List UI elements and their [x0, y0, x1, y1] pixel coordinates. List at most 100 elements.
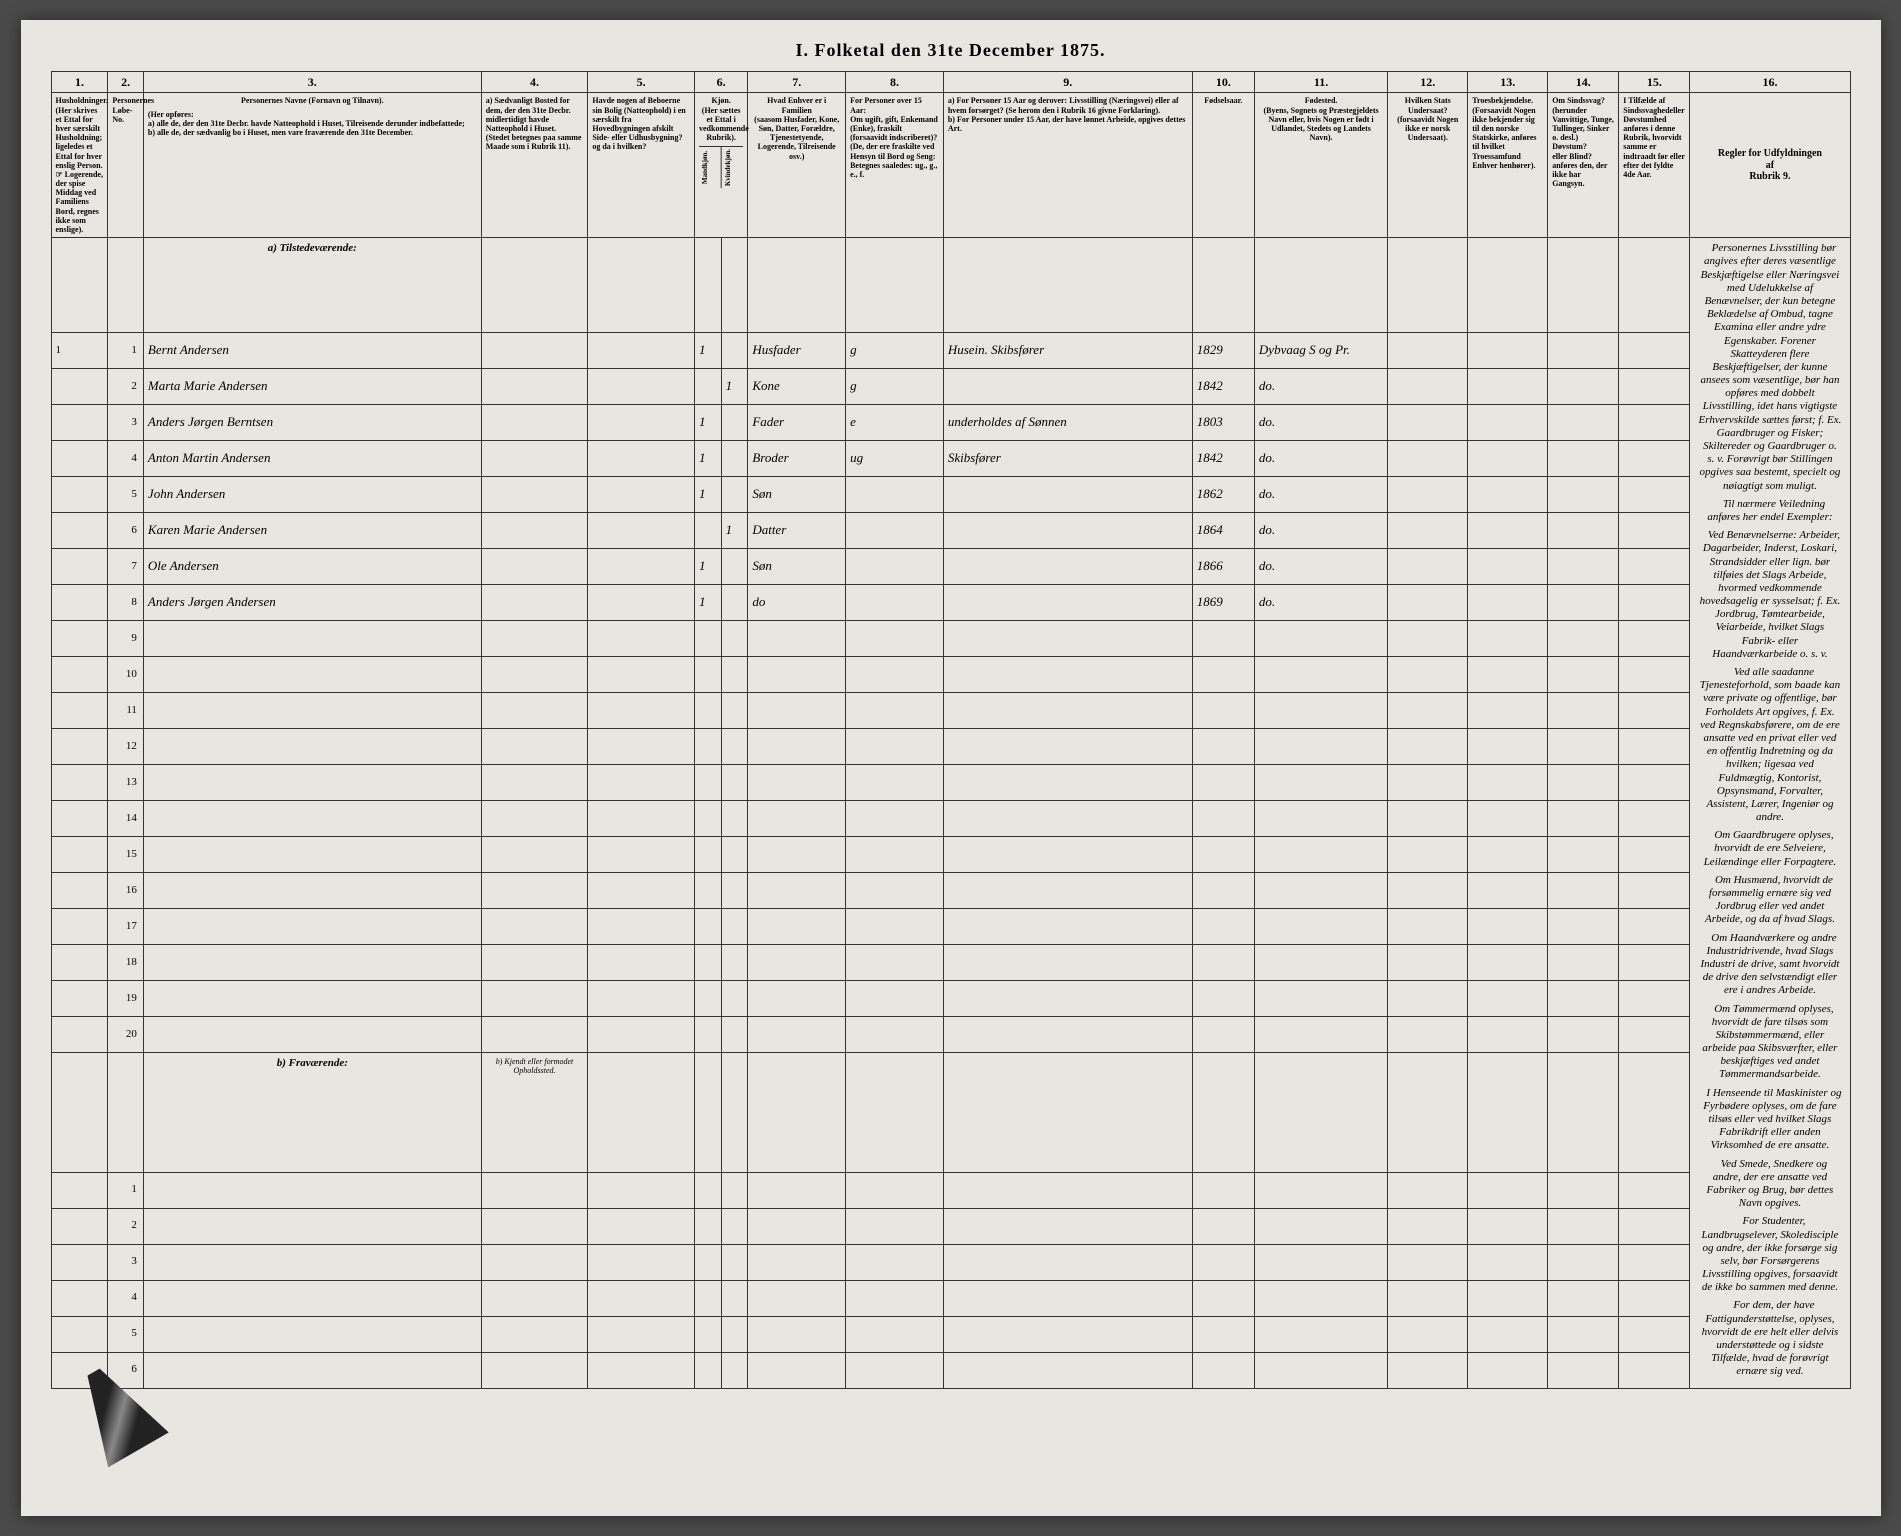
cell	[846, 476, 944, 512]
cell	[695, 1280, 722, 1316]
cell	[748, 836, 846, 872]
cell: 1	[721, 368, 748, 404]
cell: Kone	[748, 368, 846, 404]
cell	[481, 440, 588, 476]
cell	[1619, 836, 1690, 872]
cell	[143, 728, 481, 764]
cell	[748, 1316, 846, 1352]
table-row: 6Karen Marie Andersen1Datter1864do.	[51, 512, 1850, 548]
cell	[748, 238, 846, 332]
cell	[846, 872, 944, 908]
cell	[1192, 656, 1254, 692]
col-num: 3.	[143, 72, 481, 93]
cell	[1619, 584, 1690, 620]
cell	[1468, 620, 1548, 656]
cell	[1548, 238, 1619, 332]
cell	[481, 332, 588, 368]
cell	[695, 728, 722, 764]
cell	[721, 728, 748, 764]
cell	[695, 1316, 722, 1352]
table-row: 4	[51, 1280, 1850, 1316]
table-row: 16	[51, 872, 1850, 908]
cell	[846, 1280, 944, 1316]
col-header: Personernes Løbe-No.	[108, 93, 144, 238]
cell	[51, 692, 108, 728]
cell	[1254, 728, 1387, 764]
cell: 1	[51, 332, 108, 368]
cell	[846, 512, 944, 548]
cell	[588, 1052, 695, 1172]
cell	[1388, 656, 1468, 692]
cell: 13	[108, 764, 144, 800]
cell	[1468, 656, 1548, 692]
cell	[1388, 1352, 1468, 1388]
cell: do.	[1254, 512, 1387, 548]
cell	[943, 836, 1192, 872]
cell: 18	[108, 944, 144, 980]
table-row: 3	[51, 1244, 1850, 1280]
cell	[1468, 1052, 1548, 1172]
cell: Marta Marie Andersen	[143, 368, 481, 404]
cell	[481, 548, 588, 584]
cell	[51, 620, 108, 656]
cell	[481, 1016, 588, 1052]
cell	[1254, 1316, 1387, 1352]
col-num: 11.	[1254, 72, 1387, 93]
cell	[51, 1208, 108, 1244]
cell	[143, 1016, 481, 1052]
col-header-sex: Kjøn. (Her sættes et Ettal i vedkommende…	[695, 93, 748, 238]
cell	[51, 872, 108, 908]
cell	[721, 1352, 748, 1388]
cell	[1468, 404, 1548, 440]
cell	[748, 1244, 846, 1280]
cell	[1388, 764, 1468, 800]
table-row: 7Ole Andersen1Søn1866do.	[51, 548, 1850, 584]
cell: 19	[108, 980, 144, 1016]
cell	[1468, 368, 1548, 404]
cell	[143, 1172, 481, 1208]
cell	[1468, 584, 1548, 620]
cell	[1619, 332, 1690, 368]
cell	[695, 908, 722, 944]
cell	[1388, 692, 1468, 728]
cell	[943, 548, 1192, 584]
cell: 5	[108, 1316, 144, 1352]
cell	[1388, 1052, 1468, 1172]
cell	[481, 692, 588, 728]
col-header: Hvad Enhver er i Familien (saasom Husfad…	[748, 93, 846, 238]
cell	[846, 620, 944, 656]
cell	[1548, 980, 1619, 1016]
cell	[943, 1016, 1192, 1052]
col-num: 15.	[1619, 72, 1690, 93]
cell	[721, 1016, 748, 1052]
cell	[1254, 692, 1387, 728]
cell	[1468, 1016, 1548, 1052]
cell	[1388, 368, 1468, 404]
cell	[721, 692, 748, 728]
cell	[695, 872, 722, 908]
col-num: 13.	[1468, 72, 1548, 93]
cell	[695, 512, 722, 548]
cell	[588, 332, 695, 368]
cell	[1548, 476, 1619, 512]
table-row: 8Anders Jørgen Andersen1do1869do.	[51, 584, 1850, 620]
cell	[846, 1208, 944, 1244]
cell	[1254, 1244, 1387, 1280]
section-a-row: a) Tilstedeværende:Personernes Livsstill…	[51, 238, 1850, 332]
col-header: Havde nogen af Beboerne sin Bolig (Natte…	[588, 93, 695, 238]
cell: 16	[108, 872, 144, 908]
table-row: 9	[51, 620, 1850, 656]
cell	[1619, 656, 1690, 692]
cell	[588, 238, 695, 332]
cell	[481, 836, 588, 872]
cell: 1864	[1192, 512, 1254, 548]
col-num: 10.	[1192, 72, 1254, 93]
cell	[1548, 1052, 1619, 1172]
cell: Søn	[748, 476, 846, 512]
cell	[943, 908, 1192, 944]
cell	[1388, 944, 1468, 980]
cell	[588, 980, 695, 1016]
cell	[1548, 1244, 1619, 1280]
cell	[695, 764, 722, 800]
cell	[695, 1052, 722, 1172]
